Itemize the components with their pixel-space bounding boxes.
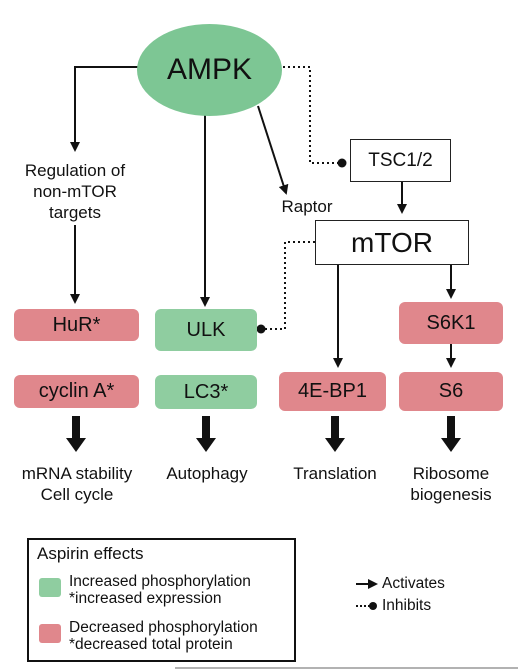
legend-box: Aspirin effects Increased phosphorylatio… <box>27 538 296 662</box>
legend-increased-line-2: *increased expression <box>69 590 222 607</box>
legend-swatch-decreased <box>39 624 61 643</box>
label-regulation: Regulation of non-mTOR targets <box>8 160 142 223</box>
node-cyclin-a: cyclin A* <box>14 375 139 408</box>
legend-title: Aspirin effects <box>37 544 144 563</box>
outcome-translation: Translation <box>293 464 377 483</box>
arrow-ampk-to-regulation <box>70 66 152 152</box>
node-lc3: LC3* <box>155 375 257 409</box>
node-hur: HuR* <box>14 309 139 341</box>
label-raptor: Raptor <box>281 197 333 216</box>
node-4ebp1: 4E-BP1 <box>279 372 386 411</box>
outcome-arrow-translation <box>325 416 345 452</box>
outcome-ribosome-line-2: biogenesis <box>410 485 492 504</box>
legend-decreased: Decreased phosphorylation *decreased tot… <box>69 619 258 653</box>
legend-swatch-increased <box>39 578 61 597</box>
label-regulation-line-1: Regulation of <box>24 161 126 180</box>
outcome-autophagy: Autophagy <box>166 464 248 483</box>
legend-decreased-line-2: *decreased total protein <box>69 636 233 653</box>
legend-increased: Increased phosphorylation *increased exp… <box>69 573 251 607</box>
outcome-arrow-mrna <box>66 416 86 452</box>
outcome-mrna-line-2: Cell cycle <box>40 485 114 504</box>
inhibit-end-ulk <box>256 324 266 334</box>
outcome-arrow-ribosome <box>441 416 461 452</box>
node-ampk: AMPK <box>137 24 282 116</box>
arrow-ampk-to-raptor <box>257 105 289 195</box>
legend-increased-line-1: Increased phosphorylation <box>69 573 251 590</box>
legend-inhibits-label: Inhibits <box>382 597 432 614</box>
node-mtor: mTOR <box>315 220 469 265</box>
inhibit-mtor-to-ulk <box>262 241 315 330</box>
legend-inhibits-dot <box>369 602 377 610</box>
legend-activates-label: Activates <box>382 575 445 592</box>
outcome-ribosome-biogenesis: Ribosome biogenesis <box>396 463 506 505</box>
label-regulation-line-2: non-mTOR <box>33 182 117 201</box>
node-ulk: ULK <box>155 309 257 351</box>
node-s6k1: S6K1 <box>399 302 503 344</box>
inhibit-end-tsc <box>337 158 347 168</box>
outcome-mrna-line-1: mRNA stability <box>21 464 133 483</box>
outcome-arrow-autophagy <box>196 416 216 452</box>
label-regulation-line-3: targets <box>49 203 101 222</box>
inhibit-ampk-to-tsc <box>278 66 340 164</box>
node-s6: S6 <box>399 372 503 411</box>
outcome-ribosome-line-1: Ribosome <box>412 464 490 483</box>
node-tsc: TSC1/2 <box>350 139 451 182</box>
outcome-mrna-cell-cycle: mRNA stability Cell cycle <box>0 463 154 505</box>
legend-decreased-line-1: Decreased phosphorylation <box>69 619 258 636</box>
